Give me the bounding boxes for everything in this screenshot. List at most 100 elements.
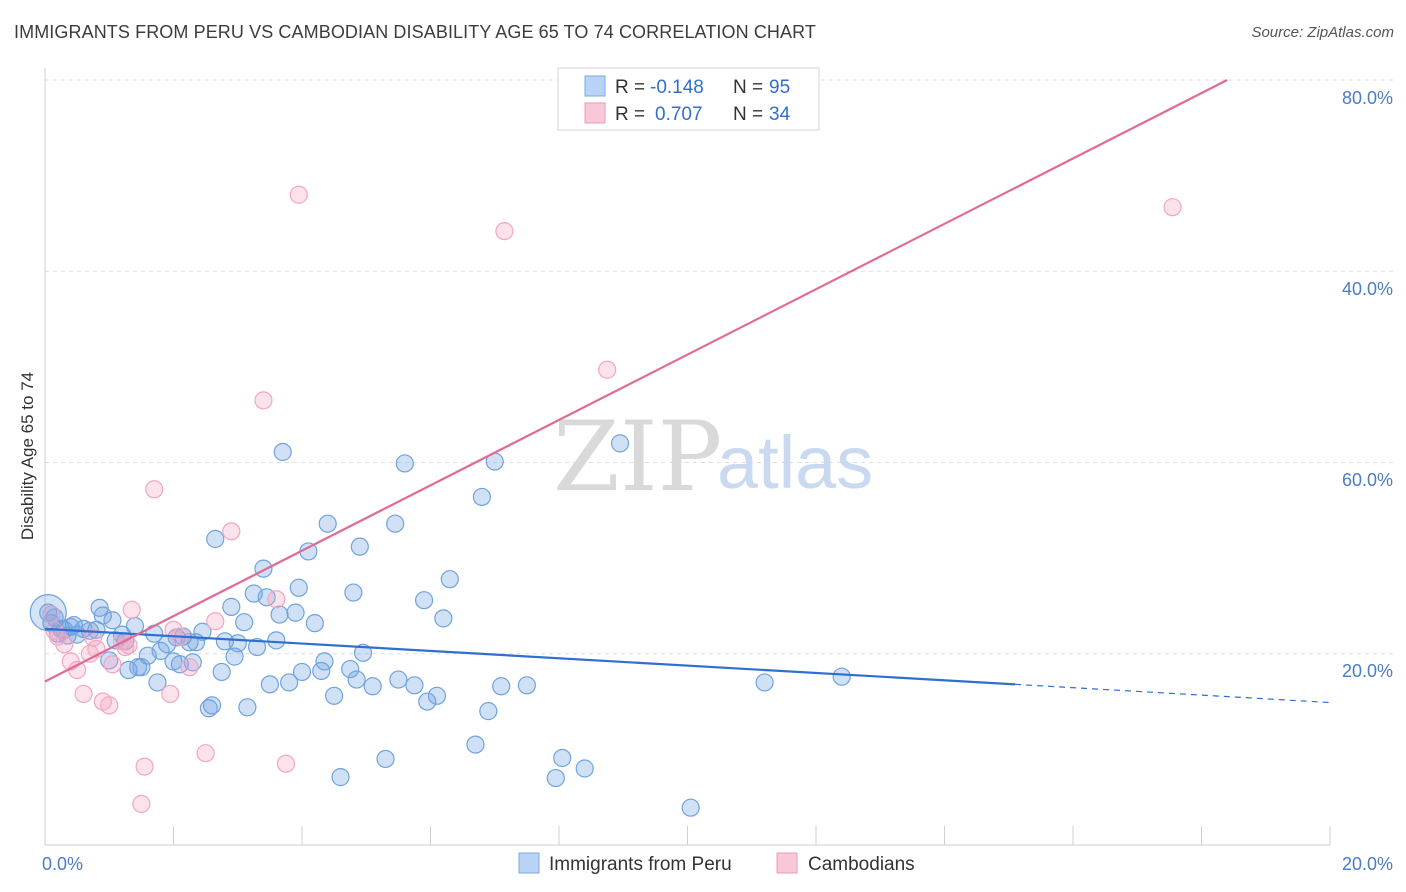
x-tick-marks xyxy=(44,826,1331,845)
data-point xyxy=(1163,198,1182,217)
data-point xyxy=(225,647,244,666)
data-point xyxy=(148,673,167,692)
data-point xyxy=(180,658,199,677)
data-point xyxy=(74,684,93,704)
x-tick-label: 20.0% xyxy=(1342,854,1393,874)
y-tick-label: 20.0% xyxy=(1342,661,1393,681)
series-legend-label-peru: Immigrants from Peru xyxy=(549,854,732,875)
y-tick-label: 40.0% xyxy=(1342,279,1393,299)
data-point xyxy=(832,667,851,686)
data-point xyxy=(247,637,267,657)
data-point xyxy=(286,603,305,622)
data-point xyxy=(228,634,247,653)
legend-r-value: -0.148 xyxy=(650,77,704,98)
data-point xyxy=(45,608,64,627)
data-point xyxy=(598,360,617,379)
data-point xyxy=(273,442,292,462)
legend-r-label: R = xyxy=(615,77,645,98)
data-point xyxy=(132,794,151,813)
data-point xyxy=(405,676,424,695)
data-point xyxy=(151,641,170,660)
data-point xyxy=(347,670,366,689)
data-point xyxy=(202,696,222,715)
y-tick-label: 60.0% xyxy=(1342,470,1393,490)
data-point xyxy=(193,622,212,641)
data-point xyxy=(479,702,498,721)
data-point xyxy=(553,748,572,768)
trend-line-cambodians xyxy=(44,79,1228,683)
series-legend: Immigrants from Peru Cambodians xyxy=(518,852,915,875)
data-point xyxy=(206,612,225,631)
data-point xyxy=(135,757,154,776)
series-legend-label-cambodians: Cambodians xyxy=(808,854,915,875)
data-point xyxy=(222,522,241,541)
legend-n-label: N = xyxy=(733,77,763,98)
data-point xyxy=(318,514,337,533)
data-point xyxy=(386,514,405,533)
data-point xyxy=(315,652,334,671)
data-point xyxy=(235,613,254,632)
data-point xyxy=(267,590,286,609)
data-point xyxy=(254,391,273,410)
data-point xyxy=(289,185,308,204)
legend-swatch-cambodians xyxy=(584,102,606,124)
gridlines xyxy=(45,79,1393,655)
y-tick-label: 80.0% xyxy=(1342,88,1393,108)
data-point xyxy=(389,670,408,689)
data-point xyxy=(103,611,122,630)
data-point xyxy=(353,643,373,662)
data-point xyxy=(472,487,491,507)
series-legend-swatch-cambodians xyxy=(776,852,798,874)
data-point xyxy=(270,605,289,624)
data-point xyxy=(344,583,363,602)
data-point xyxy=(132,658,151,677)
data-point xyxy=(376,749,395,769)
data-point xyxy=(325,686,344,705)
data-point xyxy=(260,675,279,694)
data-point xyxy=(414,591,434,610)
data-point xyxy=(305,614,324,633)
data-point xyxy=(350,537,369,556)
watermark-zip: ZIP xyxy=(553,401,722,513)
data-point xyxy=(93,606,112,625)
data-point xyxy=(161,684,180,704)
correlation-legend: R = -0.148 N = 95 R = 0.707 N = 34 xyxy=(557,67,820,131)
data-point xyxy=(610,434,630,453)
data-point xyxy=(29,594,67,632)
data-point xyxy=(276,754,296,773)
data-point xyxy=(517,676,536,695)
series-layer xyxy=(29,79,1331,817)
data-point xyxy=(206,529,225,549)
data-point xyxy=(418,692,437,711)
source-label: Source: ZipAtlas.com xyxy=(1251,24,1394,41)
chart-title: IMMIGRANTS FROM PERU VS CAMBODIAN DISABI… xyxy=(14,22,816,42)
legend-n-label: N = xyxy=(733,104,763,125)
legend-swatch-peru xyxy=(584,75,606,97)
data-point xyxy=(681,798,700,817)
data-point xyxy=(575,759,594,778)
data-point xyxy=(440,570,459,589)
data-point xyxy=(495,221,514,241)
data-point xyxy=(212,662,231,682)
legend-r-value: 0.707 xyxy=(655,104,703,125)
data-point xyxy=(292,662,312,682)
data-point xyxy=(395,454,414,473)
data-point xyxy=(100,696,119,715)
data-point xyxy=(196,744,215,763)
y-axis-label: Disability Age 65 to 74 xyxy=(18,372,37,540)
data-point xyxy=(84,628,103,647)
data-point xyxy=(427,686,447,705)
data-point xyxy=(238,698,257,717)
data-point xyxy=(466,735,485,754)
trend-line-peru xyxy=(44,627,1016,686)
legend-n-value: 95 xyxy=(769,77,790,98)
legend-r-label: R = xyxy=(615,104,645,125)
data-point xyxy=(755,673,774,692)
data-point xyxy=(312,661,331,681)
data-point xyxy=(122,600,141,619)
watermark-atlas: atlas xyxy=(717,421,873,504)
data-point xyxy=(492,677,511,696)
data-point xyxy=(103,655,122,674)
data-point xyxy=(331,768,350,787)
